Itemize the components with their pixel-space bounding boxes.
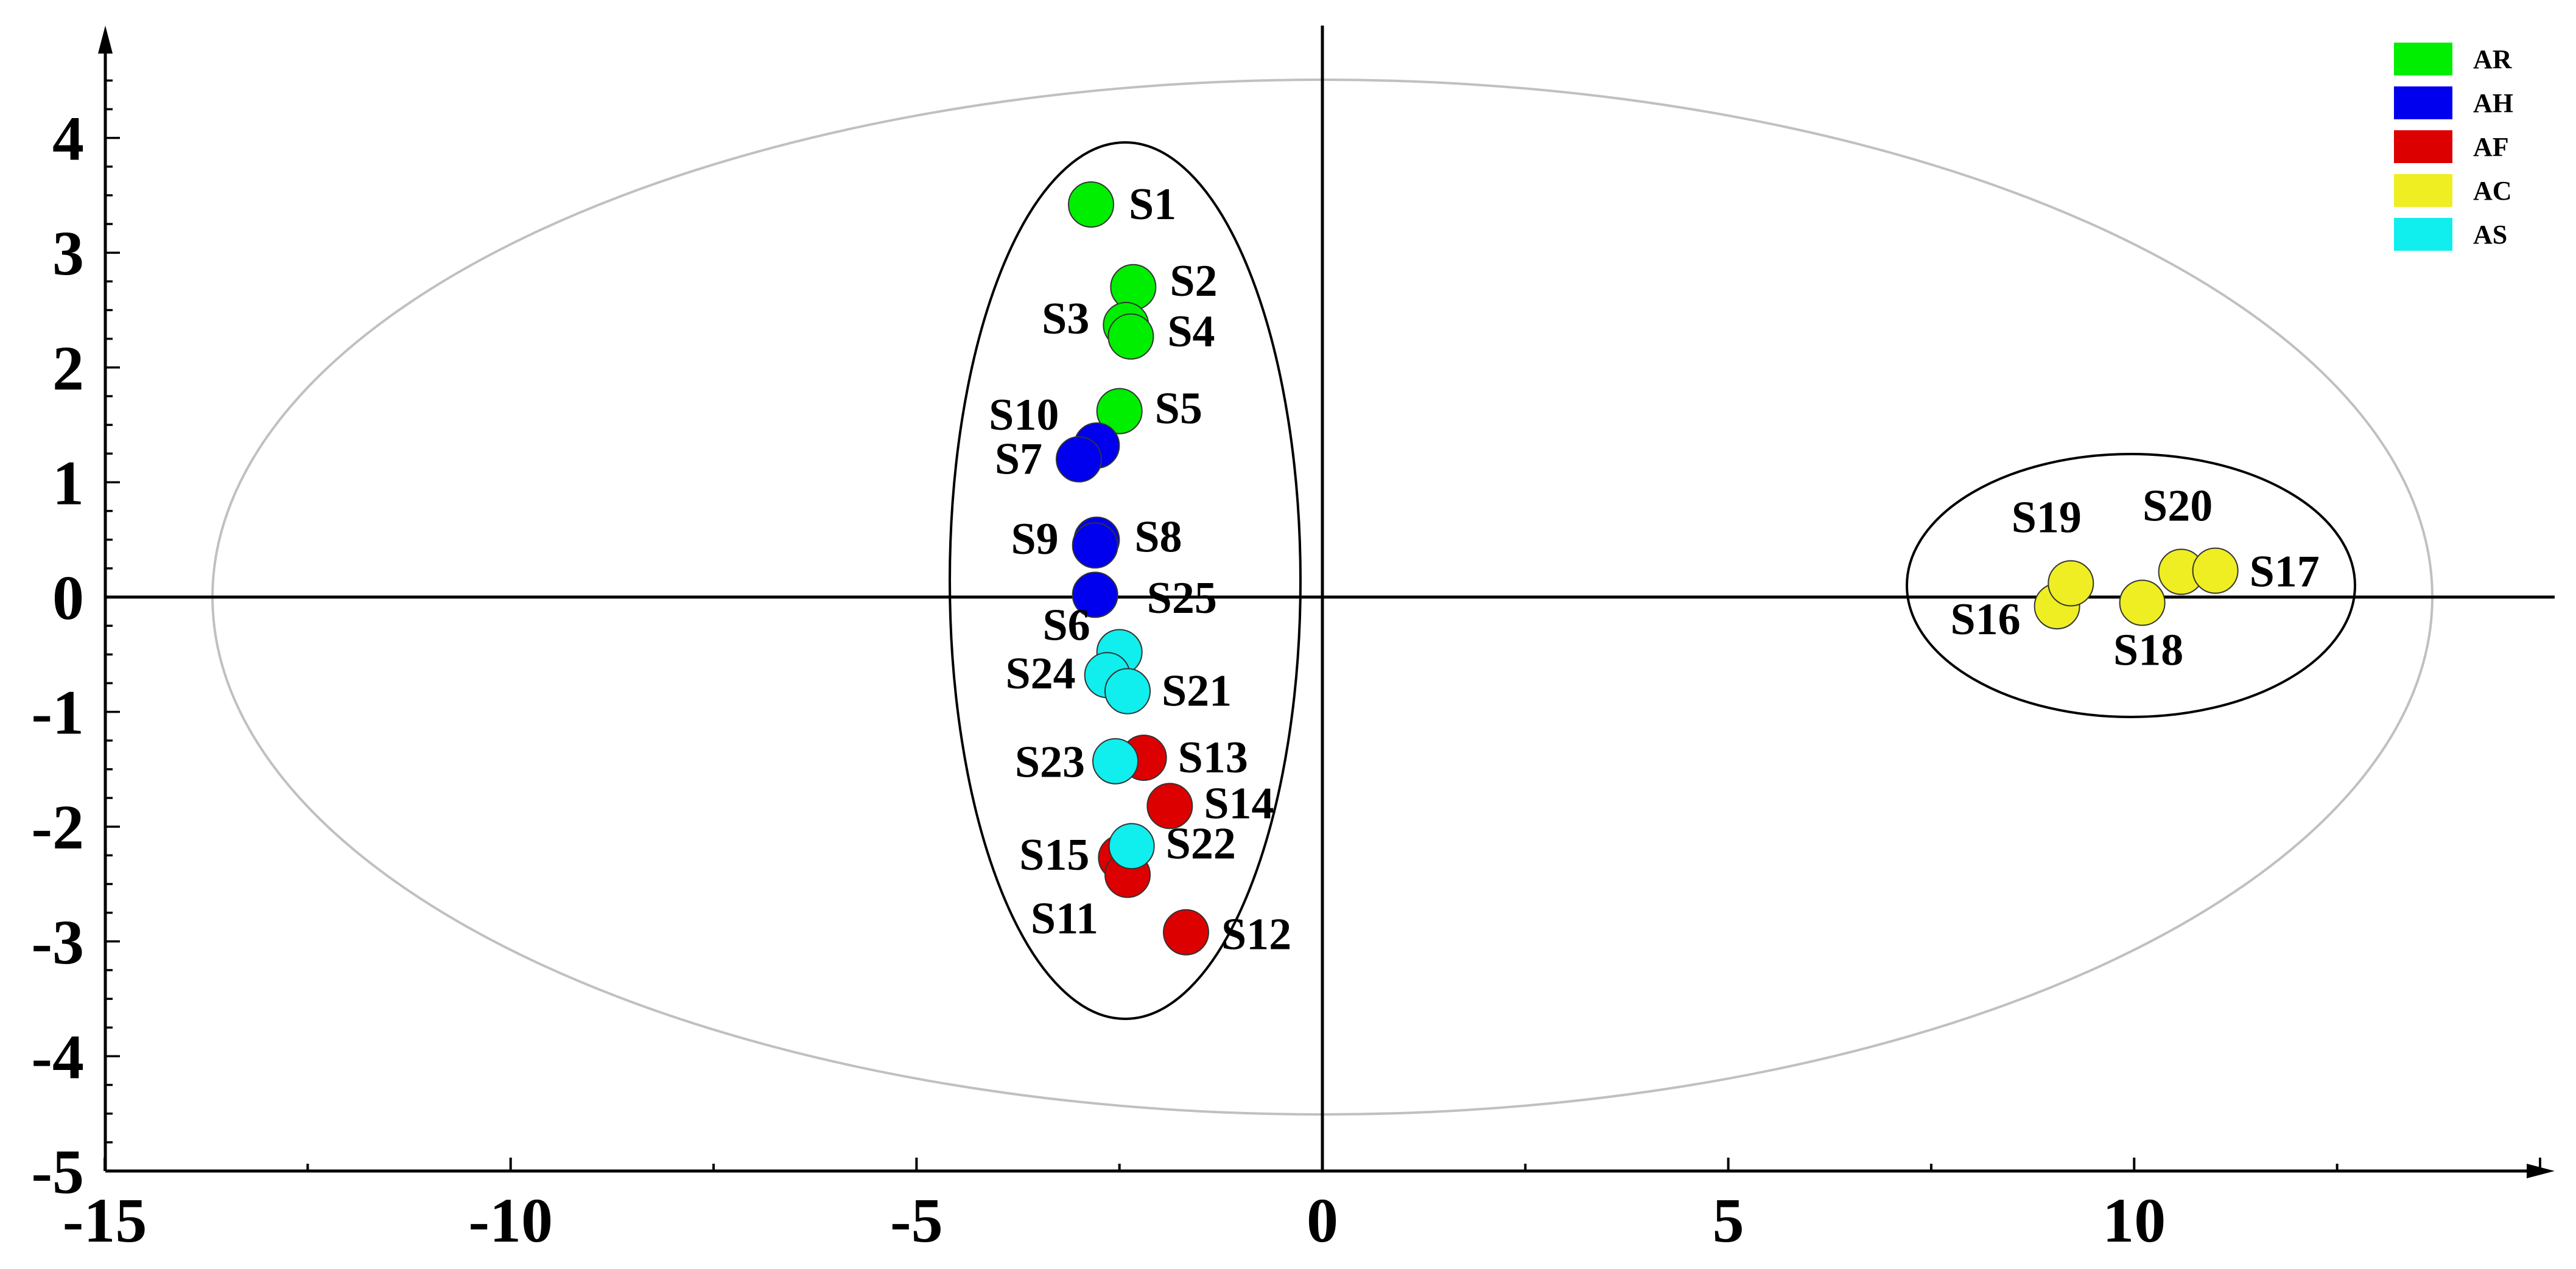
data-point-s19 <box>2048 560 2094 607</box>
axes <box>98 26 2555 1178</box>
x-axis-ticks: -15 -10 -5 0 5 10 <box>63 1158 2541 1256</box>
legend-swatch-af <box>2394 130 2452 163</box>
legend: AR AH AF AC AS <box>2394 43 2513 251</box>
point-label-s25: S25 <box>1147 573 1217 623</box>
x-tick-label: 10 <box>2102 1186 2166 1256</box>
data-point-s4 <box>1107 313 1154 360</box>
data-point-s21 <box>1104 668 1151 715</box>
cluster-ellipse-right <box>1906 453 2356 718</box>
y-tick-label: -3 <box>31 907 84 977</box>
y-tick-label: -4 <box>31 1022 84 1092</box>
point-label-s11: S11 <box>1031 893 1098 943</box>
data-point-s25 <box>1072 572 1118 618</box>
point-label-s3: S3 <box>1042 294 1089 344</box>
legend-swatch-ah <box>2394 86 2452 119</box>
x-tick-label: 0 <box>1307 1186 1338 1256</box>
data-point-s22 <box>1108 823 1155 870</box>
legend-label-ah: AH <box>2473 88 2513 118</box>
point-label-s15: S15 <box>1019 830 1089 880</box>
data-point-s7 <box>1056 436 1103 483</box>
point-label-s4: S4 <box>1167 307 1215 357</box>
point-label-s8: S8 <box>1134 512 1182 562</box>
point-label-s7: S7 <box>995 435 1042 484</box>
y-tick-label: -2 <box>31 792 84 862</box>
legend-swatch-ar <box>2394 43 2452 75</box>
point-label-s12: S12 <box>1221 910 1291 960</box>
y-tick-label: -5 <box>31 1137 84 1207</box>
point-label-s16: S16 <box>1950 595 2020 645</box>
point-label-s20: S20 <box>2143 481 2213 531</box>
point-label-s21: S21 <box>1162 666 1232 716</box>
point-label-s5: S5 <box>1155 383 1202 433</box>
cluster-ellipse-left <box>949 141 1302 1020</box>
x-tick-label: -15 <box>63 1186 147 1256</box>
y-tick-label: 1 <box>52 448 84 518</box>
point-label-s13: S13 <box>1178 733 1248 783</box>
x-tick-label: -10 <box>468 1186 553 1256</box>
legend-label-as: AS <box>2473 220 2507 250</box>
point-label-s22: S22 <box>1166 819 1236 869</box>
data-point-s2 <box>1110 264 1157 310</box>
data-point-s5 <box>1096 388 1143 435</box>
legend-swatch-ac <box>2394 174 2452 207</box>
point-label-s2: S2 <box>1170 256 1217 306</box>
y-axis-ticks: -5 -4 -3 -2 -1 0 1 2 3 4 <box>31 79 120 1207</box>
data-point-s14 <box>1146 783 1193 830</box>
point-label-s1: S1 <box>1129 180 1176 229</box>
legend-label-ar: AR <box>2473 44 2513 74</box>
data-point-s23 <box>1092 738 1139 785</box>
x-tick-label: -5 <box>890 1186 943 1256</box>
point-label-s6: S6 <box>1043 601 1090 651</box>
point-label-s14: S14 <box>1204 778 1274 828</box>
y-tick-label: 2 <box>52 334 84 404</box>
data-point-s12 <box>1163 909 1210 956</box>
y-tick-label: 4 <box>52 104 84 174</box>
data-point-s18 <box>2119 579 2166 626</box>
point-label-s23: S23 <box>1015 738 1085 788</box>
point-label-s10: S10 <box>989 390 1059 440</box>
point-label-s18: S18 <box>2113 625 2183 675</box>
data-point-s17 <box>2192 547 2239 594</box>
point-label-s24: S24 <box>1006 649 1076 699</box>
legend-label-af: AF <box>2473 132 2509 162</box>
y-tick-label: -1 <box>31 678 84 748</box>
y-axis-arrow <box>98 26 113 54</box>
point-label-s19: S19 <box>2012 492 2082 542</box>
data-point-s9 <box>1072 522 1118 569</box>
y-tick-label: 3 <box>52 218 84 288</box>
legend-label-ac: AC <box>2473 176 2512 206</box>
data-point-s1 <box>1068 181 1115 228</box>
y-tick-label: 0 <box>52 563 84 633</box>
point-label-s9: S9 <box>1011 514 1059 564</box>
legend-swatch-as <box>2394 218 2452 251</box>
point-label-s17: S17 <box>2250 547 2320 597</box>
x-tick-label: 5 <box>1713 1186 1744 1256</box>
